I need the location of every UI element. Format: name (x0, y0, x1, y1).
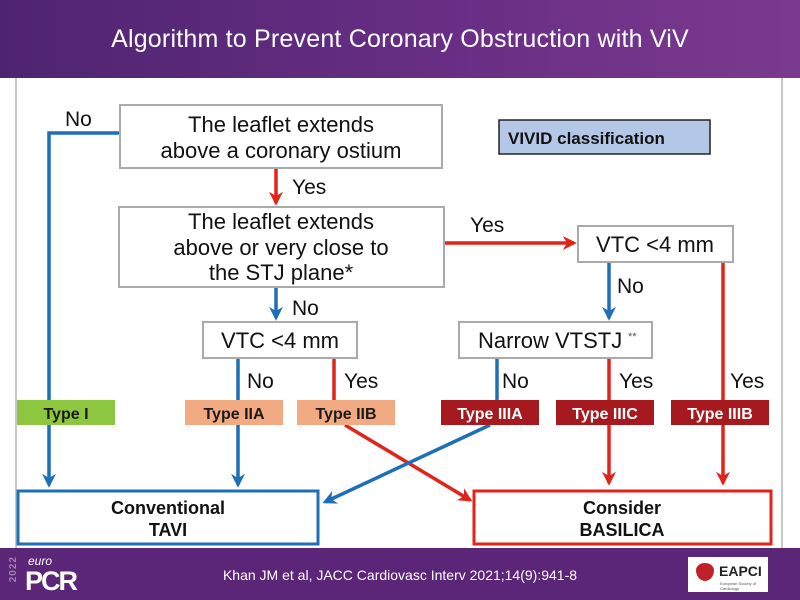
slide-title: Algorithm to Prevent Coronary Obstructio… (111, 24, 689, 53)
type-label: Type IIIB (687, 406, 753, 423)
footer: 2022 euro PCR Khan JM et al, JACC Cardio… (0, 548, 800, 600)
type-label: Type IIIC (572, 406, 638, 423)
title-bar: Algorithm to Prevent Coronary Obstructio… (0, 0, 800, 78)
type-badge (185, 400, 283, 425)
svg-text:Yes: Yes (470, 214, 504, 237)
type-label: Type IIIA (457, 406, 523, 423)
citation: Khan JM et al, JACC Cardiovasc Interv 20… (222, 567, 578, 583)
type-iiia-to-tavi (322, 423, 491, 504)
question-box-1 (119, 104, 443, 169)
svg-text:**: ** (628, 331, 637, 343)
svg-text:Yes: Yes (619, 370, 653, 393)
svg-text:No: No (502, 370, 529, 393)
svg-text:No: No (247, 370, 274, 393)
type-badge (441, 400, 539, 425)
svg-text:No: No (617, 275, 644, 298)
vtc-box-left (202, 321, 358, 359)
vtc-box-right (577, 225, 734, 263)
vivid-classification-box (498, 119, 711, 155)
branch-labels: No Yes Yes No No No Yes No Yes Yes (65, 108, 764, 393)
type-badge (556, 400, 654, 425)
narrow-vtstj-label: Narrow VTSTJ (478, 328, 622, 353)
eapci-logo: EAPCI European Society of Cardiology (688, 557, 768, 592)
question-box-2 (118, 206, 445, 288)
outcome-consider-basilica (472, 489, 773, 546)
svg-text:No: No (292, 297, 319, 320)
type-label: Type IIA (203, 406, 264, 423)
svg-text:VTC <4 mm: VTC <4 mm (221, 328, 339, 353)
svg-text:Yes: Yes (344, 370, 378, 393)
vivid-classification-label: VIVID classification (508, 129, 665, 148)
heart-icon (696, 563, 714, 581)
no-path-q1 (42, 131, 120, 488)
type-labels: Type I Type IIA Type IIB Type IIIA Type IIIC… (17, 400, 769, 425)
type-badge (297, 400, 395, 425)
svg-text:VTC <4 mm: VTC <4 mm (596, 232, 714, 257)
svg-text:No: No (65, 108, 92, 131)
europcr-logo: 2022 euro PCR (8, 554, 78, 596)
diagram-panel (15, 78, 783, 548)
type-label: Type IIB (315, 406, 376, 423)
type-badge (17, 400, 115, 425)
svg-text:Yes: Yes (730, 370, 764, 393)
type-label: Type I (43, 406, 88, 423)
outcome-conventional-tavi (16, 489, 320, 546)
type-badge (671, 400, 769, 425)
narrow-vtstj-box (458, 321, 653, 359)
svg-text:Yes: Yes (292, 176, 326, 199)
